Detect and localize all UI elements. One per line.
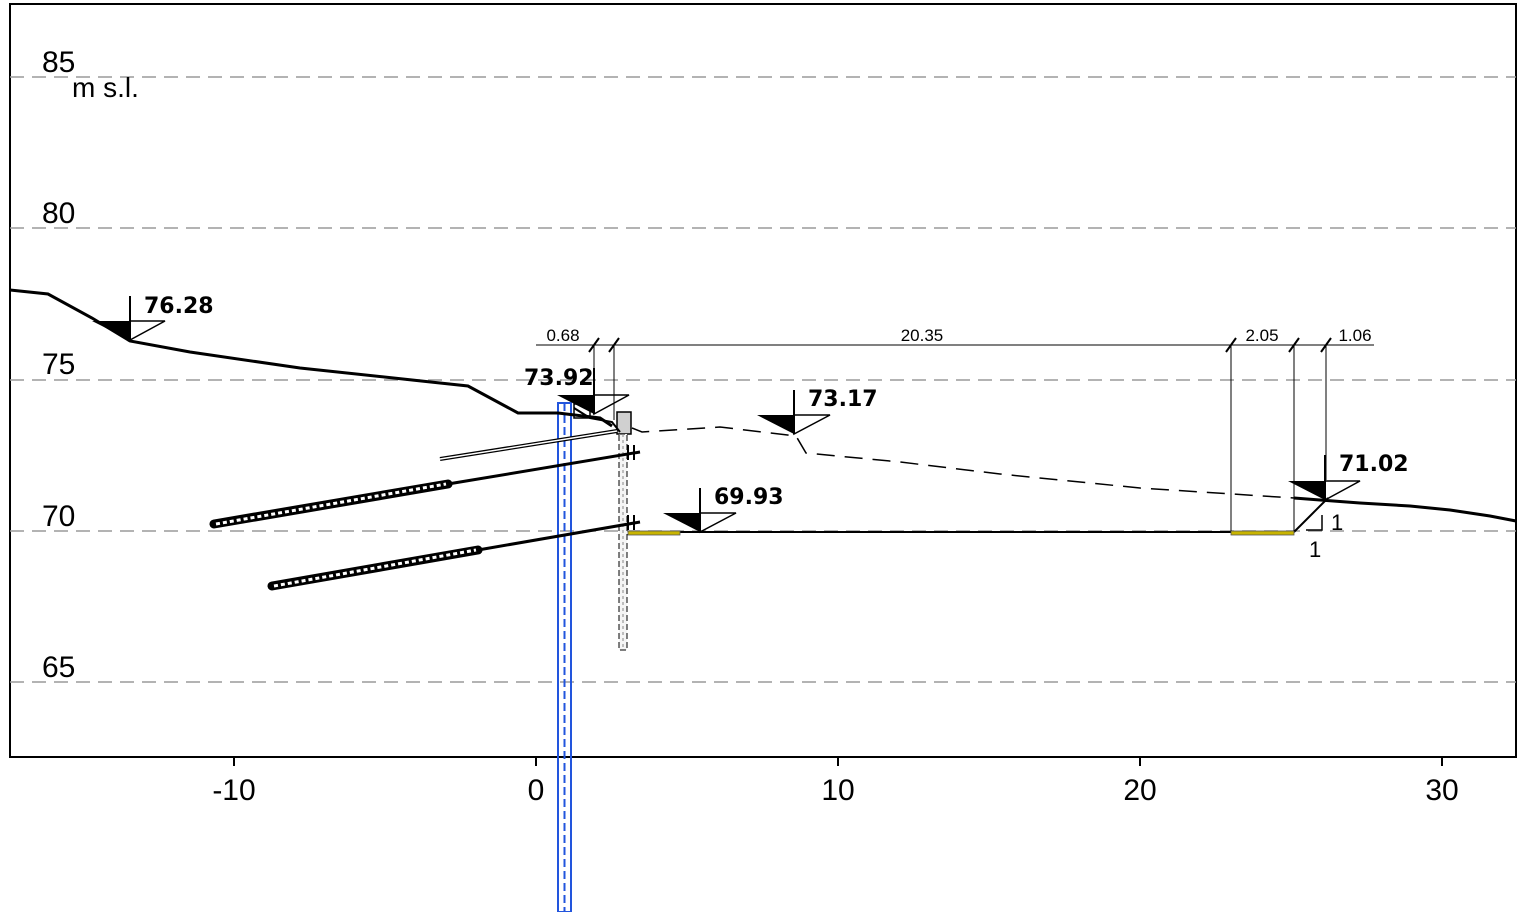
level-marker-fill — [663, 513, 700, 532]
x-axis-ticks — [233, 757, 1443, 766]
x-tick-10: 10 — [821, 774, 854, 807]
dim-tick-4 — [1288, 337, 1300, 353]
slope-vertical-label: 1 — [1331, 510, 1343, 535]
elevation-gridlines — [10, 76, 1516, 683]
dim-label-3: 2.05 — [1245, 326, 1278, 345]
y-unit-label: m s.l. — [72, 72, 139, 103]
dimension-chain — [536, 337, 1374, 531]
level-marker-fill — [757, 415, 794, 434]
excavation-slope — [1293, 497, 1329, 533]
level-marker-4: 69.93 — [663, 485, 784, 534]
dim-tick-2 — [608, 337, 620, 353]
anchor-lower-grout-hatch — [273, 548, 477, 588]
anchor-middle-grout-hatch — [215, 482, 447, 526]
level-marker-fill — [1288, 481, 1325, 500]
level-marker-outline — [593, 394, 630, 416]
level-marker-3: 73.17 — [757, 387, 878, 436]
slope-horizontal-label: 1 — [1309, 537, 1321, 562]
level-marker-outline — [793, 414, 831, 436]
y-tick-80: 80 — [42, 197, 75, 230]
x-tick-0: 0 — [528, 774, 545, 807]
original-ground-dashed — [631, 426, 1295, 499]
dim-label-1: 0.68 — [546, 326, 579, 345]
dim-label-2: 20.35 — [901, 326, 944, 345]
dim-tick-1 — [588, 337, 600, 353]
level-marker-2: 73.92 — [524, 366, 630, 416]
y-tick-70: 70 — [42, 500, 75, 533]
existing-ground-left — [9, 288, 613, 428]
anchor-lower-free — [477, 520, 641, 552]
slope-ratio: 1 1 — [1306, 510, 1343, 562]
x-tick-30: 30 — [1425, 774, 1458, 807]
level-marker-outline — [699, 512, 737, 534]
slope-ratio-mark — [1306, 515, 1323, 531]
existing-ground-right — [1293, 496, 1517, 523]
pad-left — [627, 530, 681, 536]
anchor-middle-free — [447, 450, 641, 486]
level-label: 73.17 — [808, 387, 878, 412]
anchor-heads — [627, 445, 635, 530]
ground-anchors — [209, 429, 641, 591]
wall-top-edge — [573, 407, 621, 433]
dim-ticks — [588, 337, 1332, 353]
level-label: 69.93 — [714, 485, 784, 510]
level-marker-fill — [557, 395, 594, 414]
level-marker-outline — [129, 320, 166, 342]
y-tick-85: 85 — [42, 46, 75, 79]
pad-right — [1230, 530, 1295, 536]
level-marker-5: 71.02 — [1288, 452, 1409, 502]
y-tick-65: 65 — [42, 651, 75, 684]
anchor-lower-grout — [267, 545, 483, 591]
level-label: 71.02 — [1339, 452, 1409, 477]
x-tick-20: 20 — [1123, 774, 1156, 807]
level-label: 76.28 — [144, 294, 214, 319]
dim-tick-5 — [1320, 337, 1332, 353]
level-label: 73.92 — [524, 366, 594, 391]
level-marker-fill — [92, 321, 130, 340]
dim-tick-3 — [1225, 337, 1237, 353]
level-marker-1: 76.28 — [92, 294, 214, 342]
y-tick-75: 75 — [42, 348, 75, 381]
anchor-upper-thin-core — [439, 430, 618, 460]
x-tick-minus10: -10 — [212, 774, 255, 807]
dim-label-4: 1.06 — [1338, 326, 1371, 345]
level-marker-outline — [1324, 480, 1361, 502]
borehole-column — [557, 402, 572, 913]
